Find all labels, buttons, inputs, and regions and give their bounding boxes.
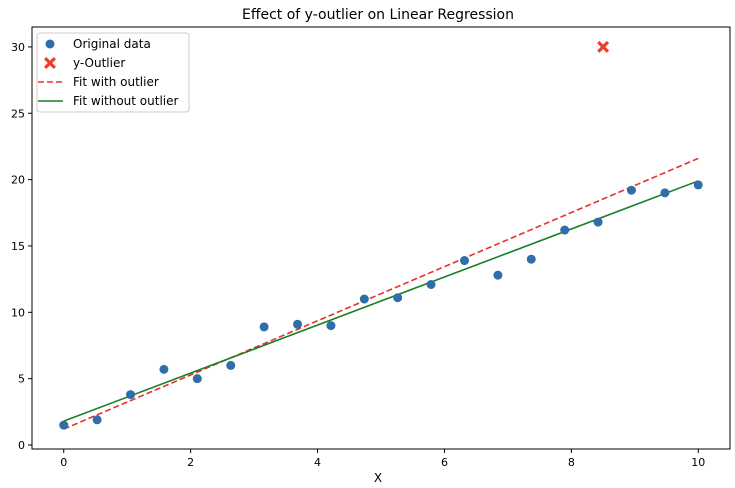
data-point [560,225,570,235]
data-point [593,217,603,227]
y-tick-label: 15 [11,240,25,253]
data-point [359,294,369,304]
outlier-point [597,40,610,53]
data-point [393,293,403,303]
data-point [626,185,636,195]
data-point [526,254,536,264]
y-tick-label: 5 [18,373,25,386]
data-point [693,180,703,190]
x-axis: 0 2 4 6 8 10 [60,449,705,469]
data-point [159,364,169,374]
plot-area [59,40,703,430]
data-point [426,279,436,289]
data-point [493,270,503,280]
data-point [59,420,69,430]
data-point [660,188,670,198]
x-tick-label: 2 [187,456,194,469]
legend-marker-dot [45,39,55,49]
y-tick-label: 20 [11,174,25,187]
x-tick-label: 6 [441,456,448,469]
x-tick-label: 8 [568,456,575,469]
data-point [92,415,102,425]
legend-y-outlier: y-Outlier [73,56,125,70]
y-axis: 0 5 10 15 20 25 30 [11,41,32,452]
legend: Original data y-Outlier Fit with outlier Fi… [36,32,190,113]
plot-frame [31,26,731,450]
y-tick-label: 30 [11,41,25,54]
y-tick-label: 10 [11,306,25,319]
legend-marker-x [44,57,56,69]
x-tick-label: 0 [60,456,67,469]
x-tick-label: 10 [691,456,705,469]
fit-without-outlier-line [63,180,699,422]
legend-fit-without-outlier: Fit without outlier [73,94,179,108]
fit-with-outlier-line [63,157,699,430]
data-point [292,319,302,329]
y-tick-label: 25 [11,107,25,120]
y-tick-label: 0 [18,439,25,452]
x-axis-label: X [374,471,382,485]
data-point [326,321,336,331]
chart-title: Effect of y-outlier on Linear Regression [242,7,514,23]
data-point [460,256,470,266]
data-point [226,360,236,370]
legend-fit-with-outlier: Fit with outlier [73,75,159,89]
legend-box [36,32,190,113]
legend-original-data: Original data [73,37,151,51]
data-point [126,390,136,400]
data-point [192,374,202,384]
data-point [259,322,269,332]
x-tick-label: 4 [314,456,321,469]
